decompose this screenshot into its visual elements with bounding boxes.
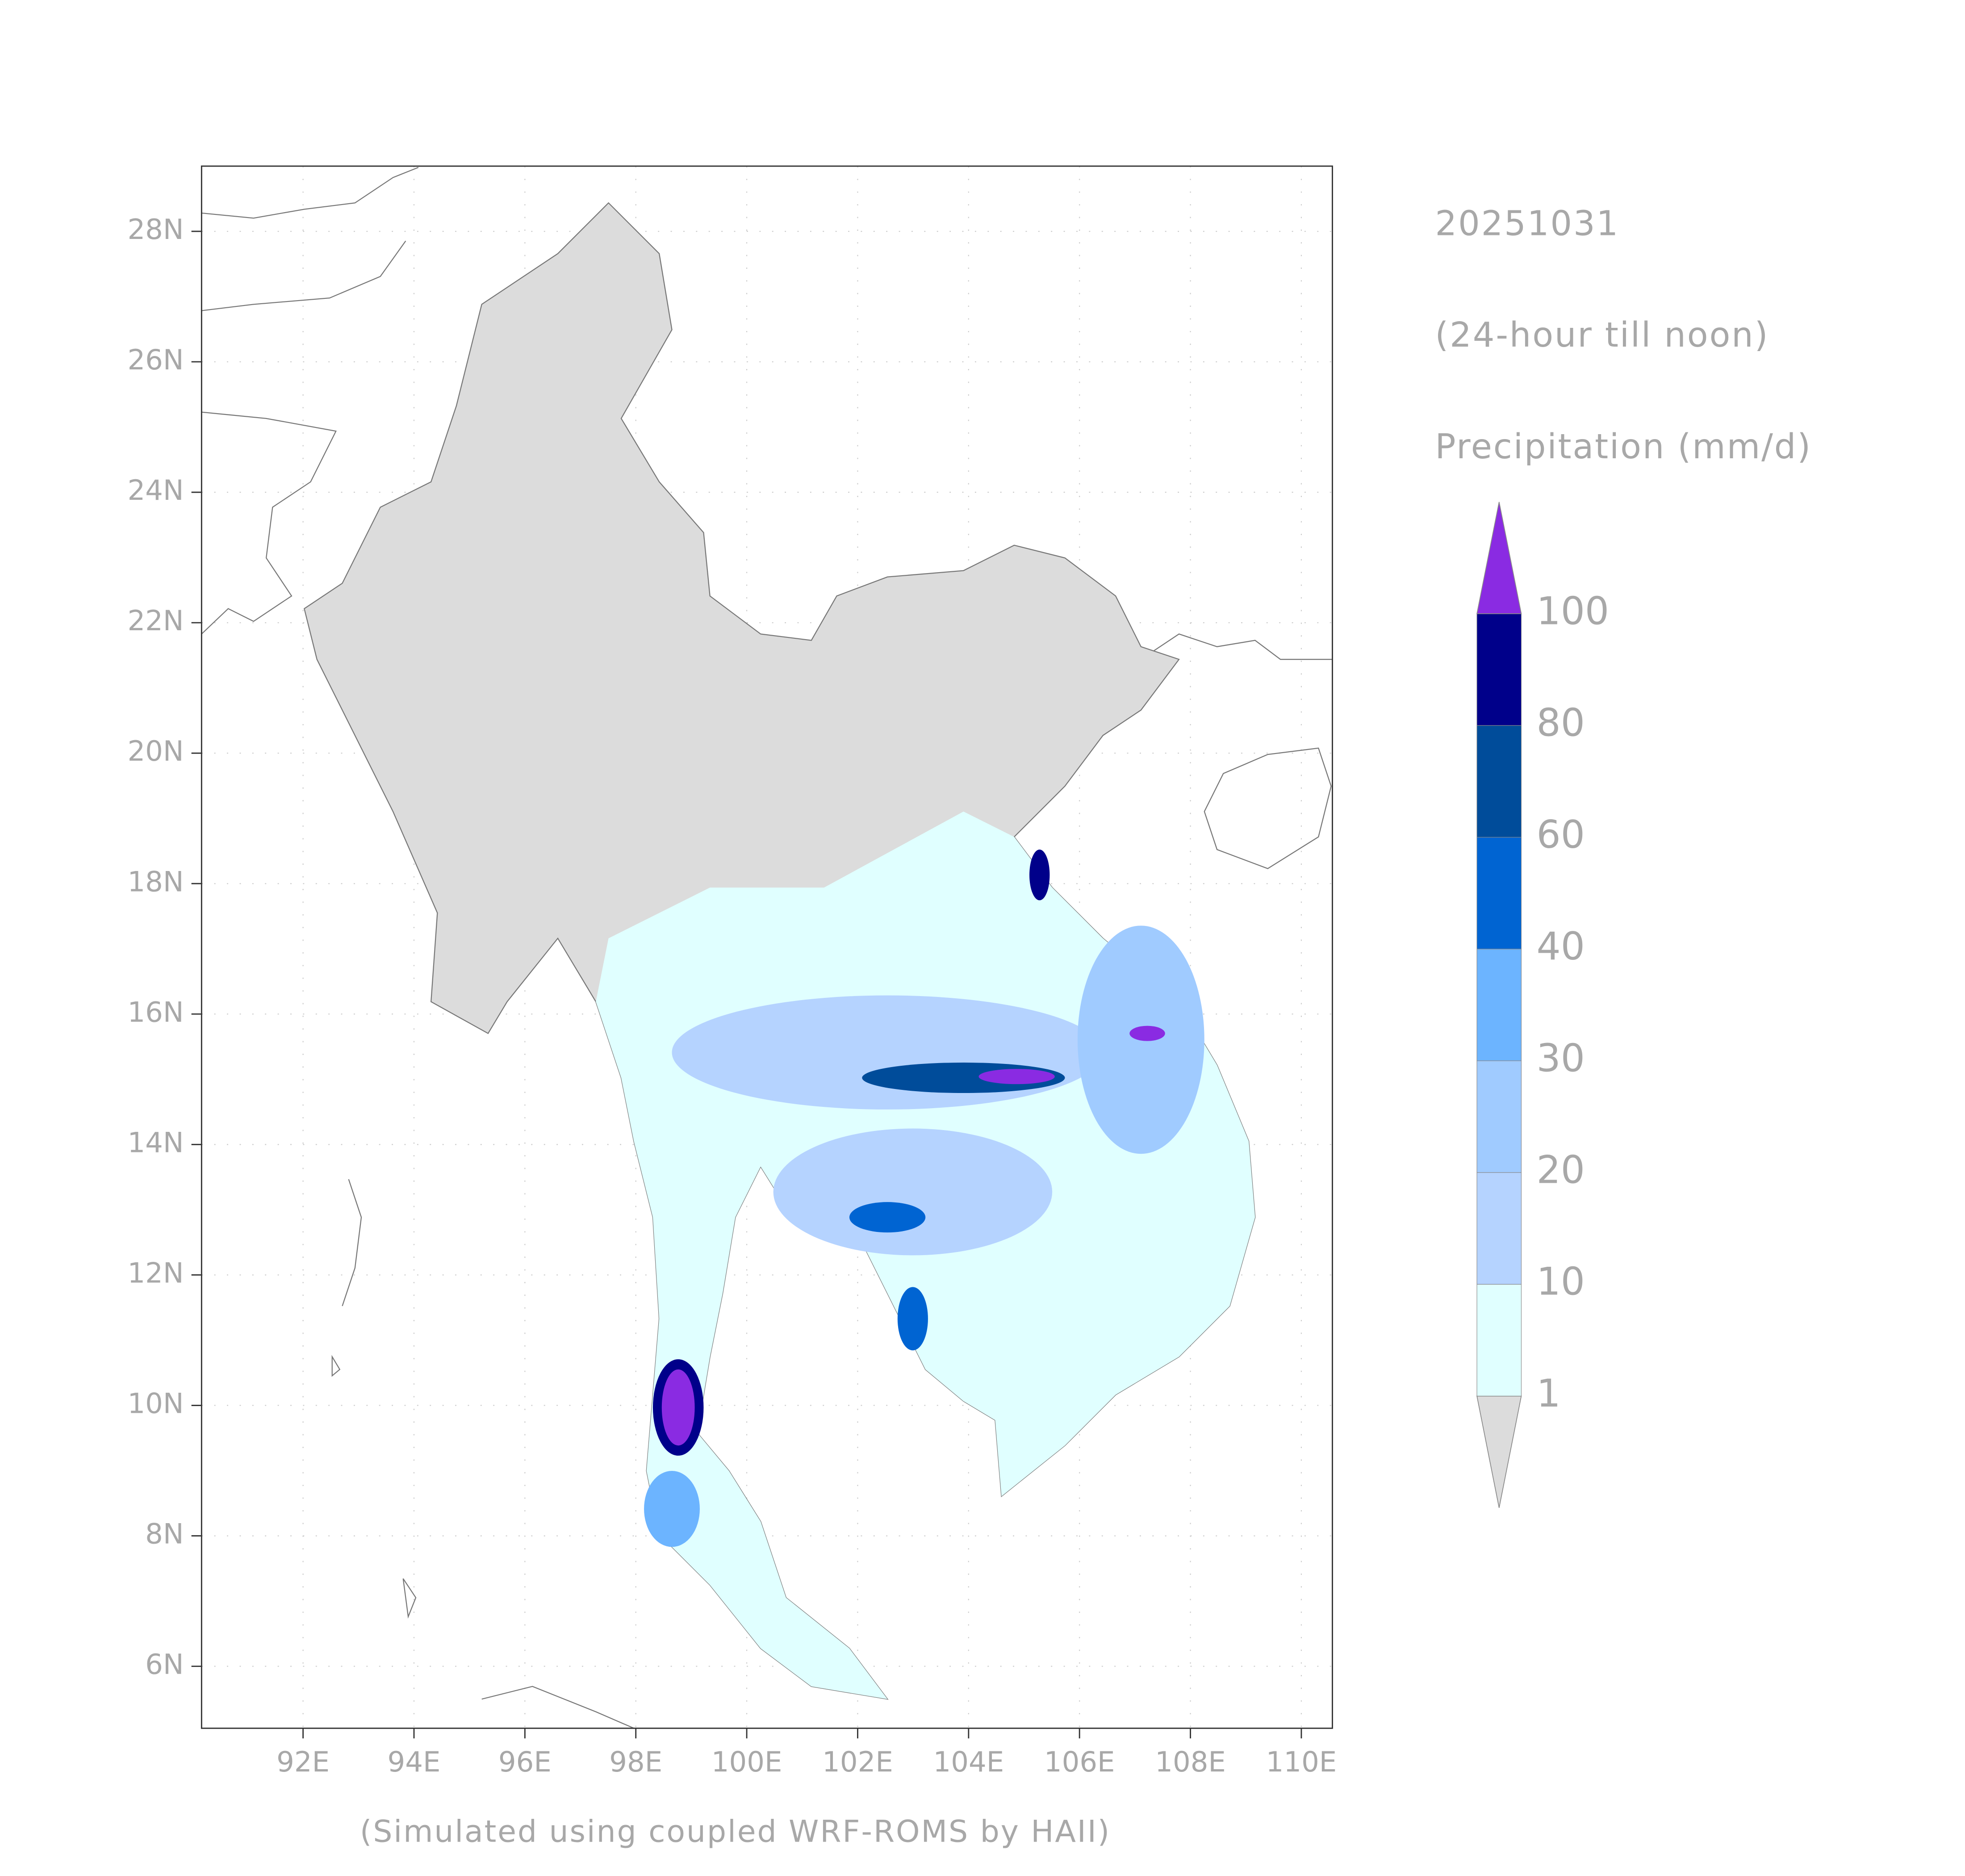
colorbar-segment: [1476, 1172, 1522, 1285]
coastline: [201, 167, 1333, 1729]
map-frame: [201, 165, 1333, 1729]
variable-label: Precipitation (mm/d): [1435, 427, 1812, 467]
y-tick-label: 6N: [145, 1648, 184, 1681]
precip-blob: [978, 1069, 1055, 1085]
colorbar-label: 1: [1537, 1372, 1561, 1416]
colorbar-label: 20: [1537, 1148, 1585, 1192]
x-tick-label: 94E: [388, 1746, 441, 1778]
precip-blobs: [644, 850, 1204, 1547]
colorbar-segment: [1476, 837, 1522, 950]
y-tick-label: 16N: [127, 996, 184, 1028]
colorbar-label: 10: [1537, 1260, 1585, 1304]
precip-blob: [849, 1202, 926, 1233]
colorbar: 1 10 20 30 40 60 80 100: [1476, 502, 1610, 1508]
precip-blob: [644, 1470, 700, 1547]
x-tick-label: 100E: [711, 1746, 782, 1778]
x-tick-label: 98E: [609, 1746, 662, 1778]
precip-blob: [672, 995, 1103, 1110]
y-tick-label: 24N: [127, 474, 184, 507]
x-tick-label: 110E: [1266, 1746, 1337, 1778]
period-label: (24-hour till noon): [1435, 315, 1769, 355]
precip-blob: [1029, 850, 1050, 900]
y-tick-label: 20N: [127, 735, 184, 767]
date-label: 20251031: [1435, 204, 1619, 243]
precip-blob: [661, 1369, 695, 1446]
x-tick-label: 104E: [933, 1746, 1004, 1778]
colorbar-segment: [1476, 613, 1522, 726]
axis-ticks: 92E 94E 96E 98E 100E 102E 104E 106E 108E 110E 6N 8N…: [127, 213, 1337, 1778]
colorbar-segment: [1476, 725, 1522, 838]
colorbar-segment: [1476, 949, 1522, 1061]
colorbar-label: 100: [1537, 589, 1610, 633]
x-tick-label: 102E: [822, 1746, 893, 1778]
y-tick-label: 26N: [127, 343, 184, 376]
precip-blob: [897, 1287, 928, 1351]
x-tick-label: 92E: [276, 1746, 330, 1778]
colorbar-segment: [1476, 1060, 1522, 1173]
footer: (Simulated using coupled WRF-ROMS by HAI…: [360, 1814, 1111, 1849]
colorbar-lower-extend: [1476, 1395, 1522, 1508]
y-tick-label: 14N: [127, 1126, 184, 1159]
colorbar-upper-extend: [1476, 502, 1522, 614]
y-tick-label: 8N: [145, 1518, 184, 1550]
precip-blob: [773, 1128, 1053, 1256]
colorbar-segment: [1476, 1284, 1522, 1397]
colorbar-label: 60: [1537, 813, 1585, 857]
colorbar-label: 30: [1537, 1036, 1585, 1080]
colorbar-label: 40: [1537, 925, 1585, 969]
precip-blob: [1129, 1026, 1165, 1041]
y-tick-label: 28N: [127, 213, 184, 246]
x-tick-label: 96E: [498, 1746, 552, 1778]
x-tick-label: 108E: [1155, 1746, 1226, 1778]
y-tick-label: 10N: [127, 1387, 184, 1420]
x-tick-label: 106E: [1044, 1746, 1115, 1778]
map-layer: 92E 94E 96E 98E 100E 102E 104E 106E 108E 110E 6N 8N…: [127, 165, 1337, 1778]
y-tick-label: 22N: [127, 604, 184, 637]
y-tick-label: 12N: [127, 1256, 184, 1289]
colorbar-label: 80: [1537, 701, 1585, 745]
y-tick-label: 18N: [127, 865, 184, 898]
